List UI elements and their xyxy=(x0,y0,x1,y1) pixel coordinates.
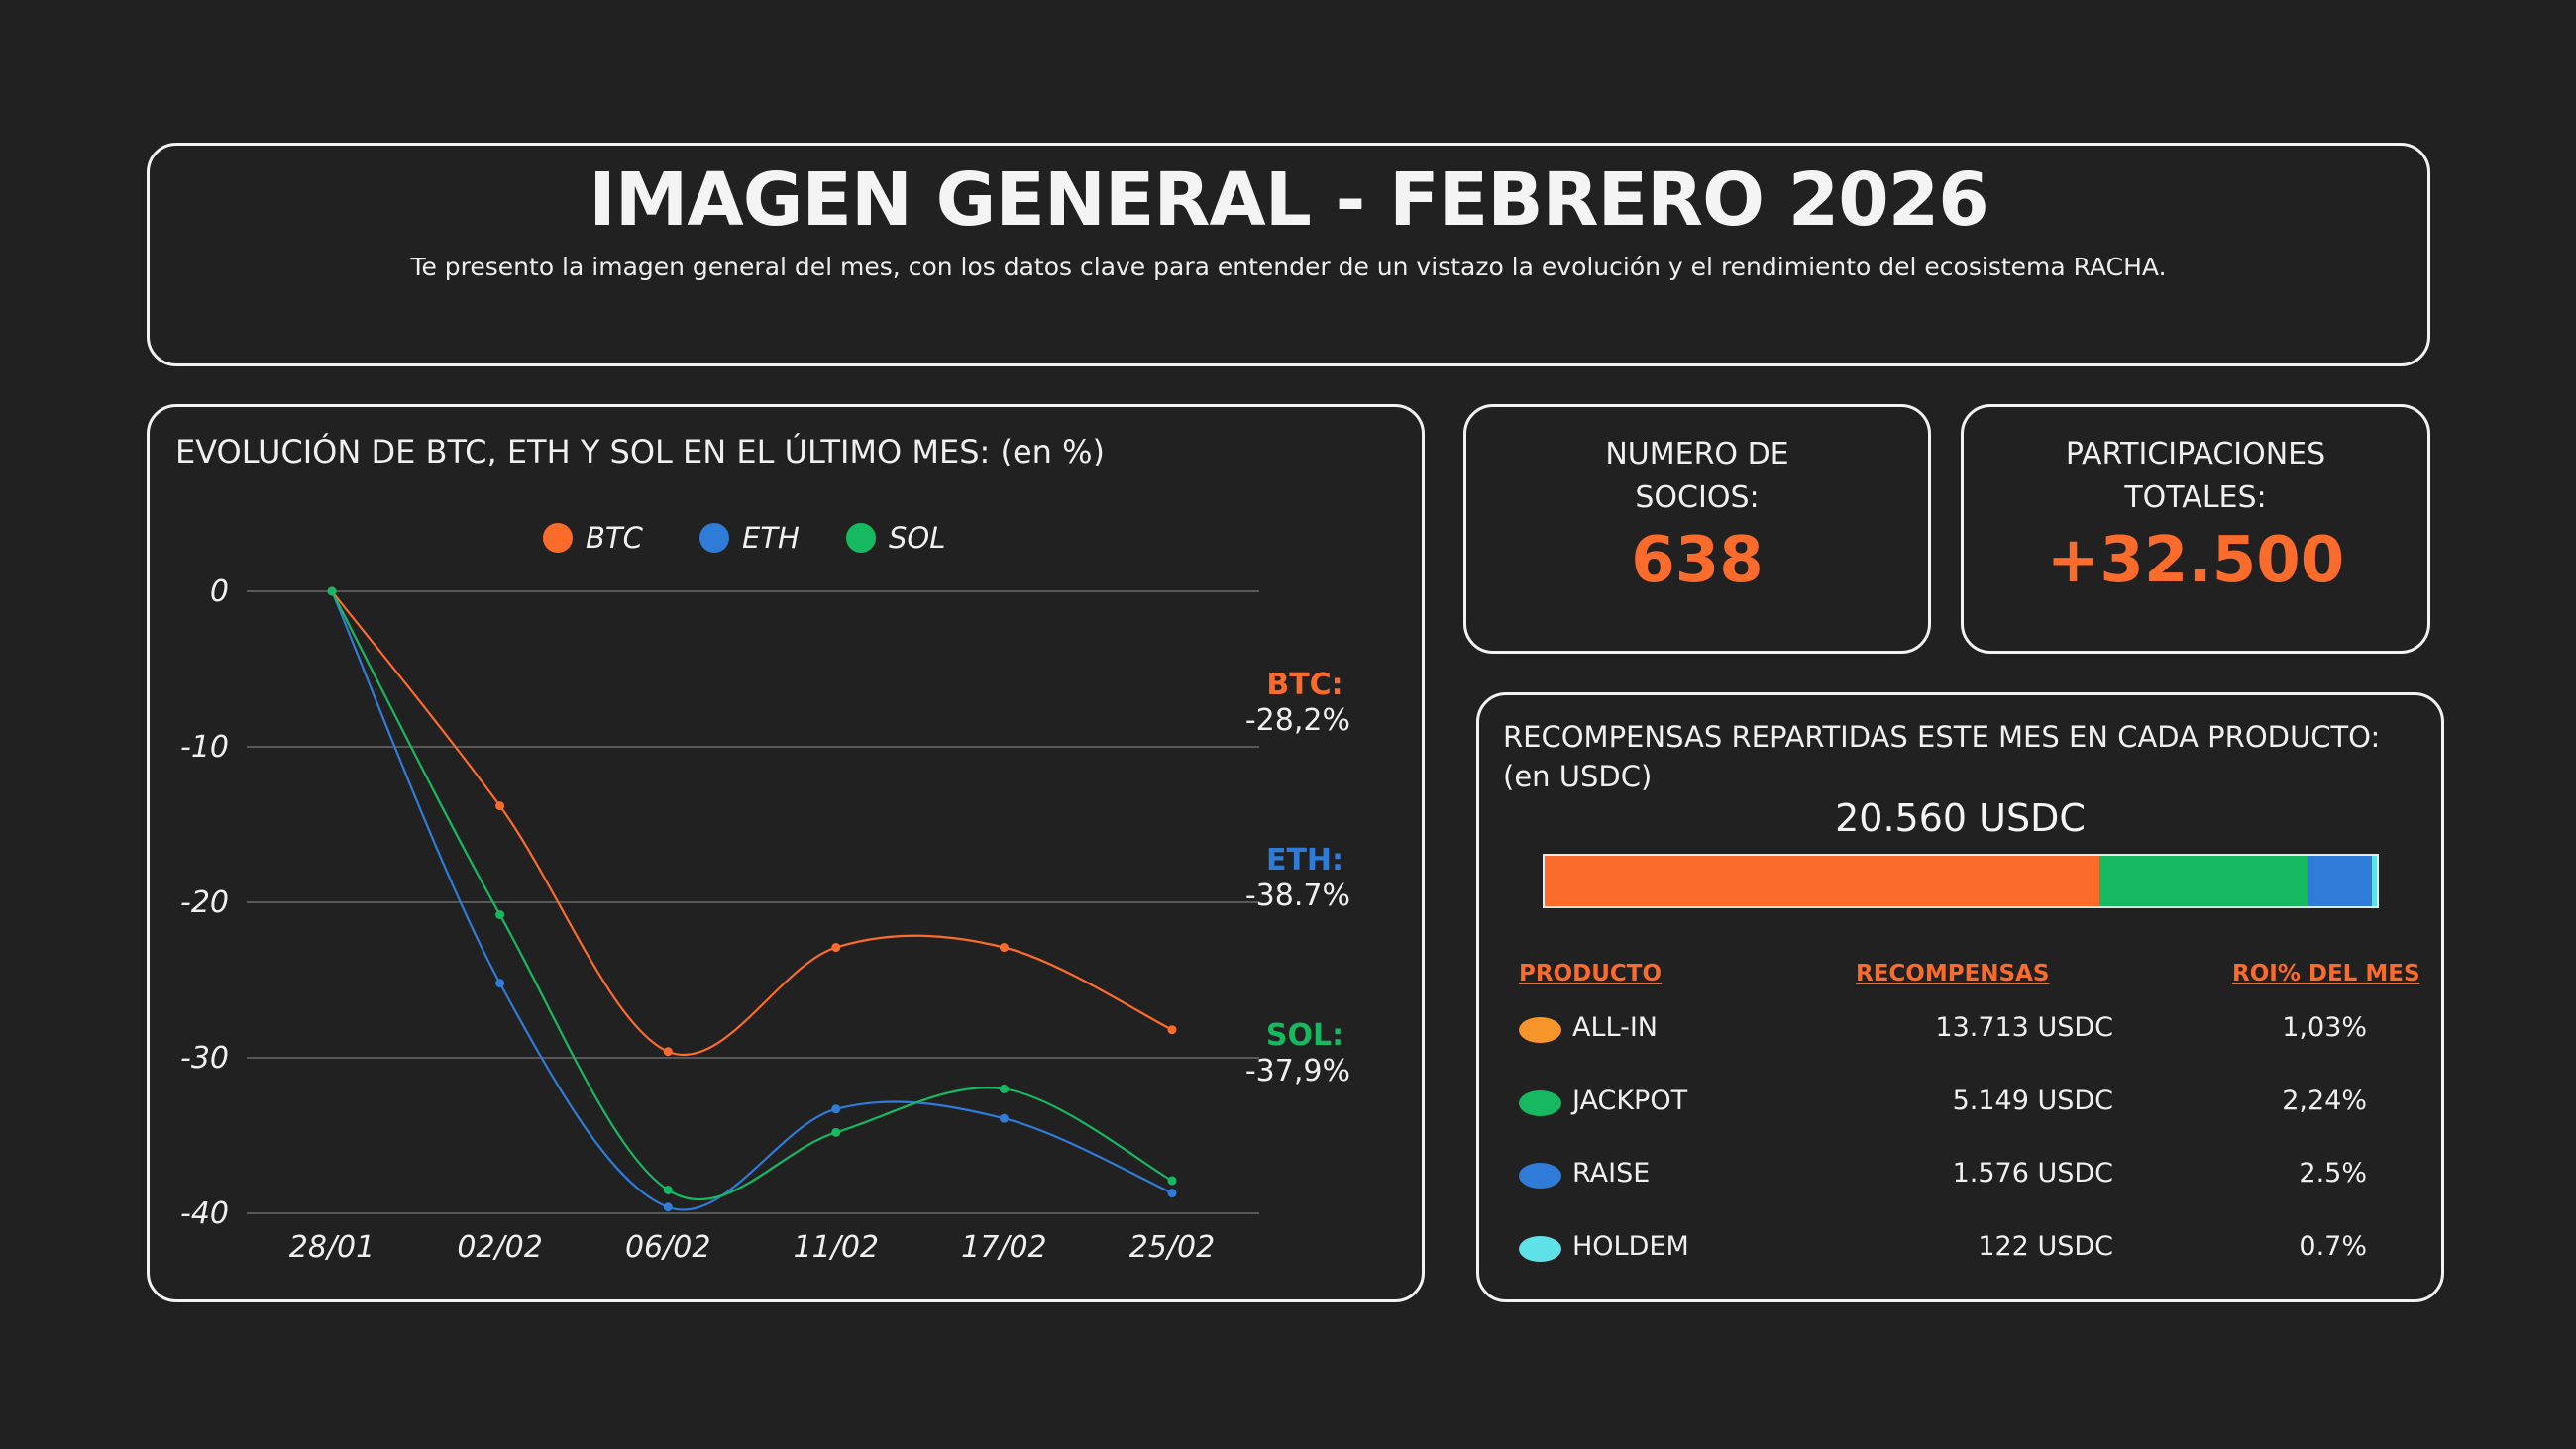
bar-segment-jackpot xyxy=(2099,856,2308,906)
table-row: JACKPOT 5.149 USDC 2,24% xyxy=(1479,1082,2441,1121)
legend-label-sol: SOL xyxy=(889,521,945,555)
product-roi: 2,24% xyxy=(2282,1086,2367,1116)
legend-label-eth: ETH xyxy=(742,521,800,555)
participations-value: +32.500 xyxy=(2046,524,2345,597)
page-title: IMAGEN GENERAL - FEBRERO 2026 xyxy=(589,157,1988,243)
x-tick-label: 02/02 xyxy=(457,1230,542,1265)
rewards-title: RECOMPENSAS REPARTIDAS ESTE MES EN CADA … xyxy=(1503,717,2380,796)
data-point-btc xyxy=(495,801,505,811)
legend-marker-eth xyxy=(699,523,729,553)
series-line-sol xyxy=(331,590,1173,1201)
y-tick-label: -40 xyxy=(180,1196,229,1231)
product-name: ALL-IN xyxy=(1572,1012,1658,1043)
product-roi: 2.5% xyxy=(2299,1158,2367,1189)
product-roi: 0.7% xyxy=(2299,1231,2367,1262)
final-label-value: -28,2% xyxy=(1245,703,1350,738)
table-row: HOLDEM 122 USDC 0.7% xyxy=(1479,1227,2441,1267)
participations-label: PARTICIPACIONES TOTALES: xyxy=(2065,437,2326,515)
data-point-eth xyxy=(663,1202,673,1212)
y-tick-label: -20 xyxy=(180,885,229,920)
final-label-name: SOL: xyxy=(1266,1018,1343,1053)
legend-marker-btc xyxy=(543,523,573,553)
product-color-dot xyxy=(1519,1017,1561,1043)
product-reward: 5.149 USDC xyxy=(1952,1086,2113,1116)
x-tick-label: 11/02 xyxy=(794,1230,879,1265)
column-header-roi: ROI% DEL MES xyxy=(2232,961,2420,986)
legend-label-btc: BTC xyxy=(586,521,644,555)
page-subtitle: Te presento la imagen general del mes, c… xyxy=(410,253,2167,281)
y-tick-label: 0 xyxy=(210,574,229,609)
column-header-rewards: RECOMPENSAS xyxy=(1856,961,2050,986)
members-card: NUMERO DE SOCIOS: 638 xyxy=(1463,404,1931,654)
data-point-btc xyxy=(1167,1025,1177,1035)
final-label-value: -38.7% xyxy=(1245,879,1350,913)
product-roi: 1,03% xyxy=(2282,1012,2367,1043)
data-point-eth xyxy=(1167,1189,1177,1198)
data-point-sol xyxy=(831,1127,841,1137)
y-tick-label: -10 xyxy=(180,730,229,765)
column-header-product: PRODUCTO xyxy=(1519,961,1663,986)
chart-card: EVOLUCIÓN DE BTC, ETH Y SOL EN EL ÚLTIMO… xyxy=(147,404,1425,1302)
rewards-card: RECOMPENSAS REPARTIDAS ESTE MES EN CADA … xyxy=(1476,692,2444,1302)
product-reward: 1.576 USDC xyxy=(1952,1158,2113,1189)
data-point-sol xyxy=(1167,1176,1177,1186)
rewards-title-line1: RECOMPENSAS REPARTIDAS ESTE MES EN CADA … xyxy=(1503,720,2381,754)
product-name: JACKPOT xyxy=(1572,1086,1688,1116)
y-tick-label: -30 xyxy=(180,1041,229,1076)
bar-segment-holdem xyxy=(2371,856,2377,906)
data-point-btc xyxy=(831,943,841,953)
final-label-value: -37,9% xyxy=(1245,1054,1350,1088)
x-tick-label: 17/02 xyxy=(961,1230,1046,1265)
data-point-eth xyxy=(999,1113,1009,1123)
product-reward: 122 USDC xyxy=(1978,1231,2113,1262)
members-value: 638 xyxy=(1631,524,1764,597)
participations-card: PARTICIPACIONES TOTALES: +32.500 xyxy=(1961,404,2430,654)
rewards-title-line2: (en USDC) xyxy=(1503,760,1653,793)
members-label: NUMERO DE SOCIOS: xyxy=(1605,437,1789,515)
bar-segment-all-in xyxy=(1545,856,2100,906)
header-card: IMAGEN GENERAL - FEBRERO 2026 Te present… xyxy=(147,143,2430,366)
product-color-dot xyxy=(1519,1236,1561,1262)
final-label-name: ETH: xyxy=(1266,843,1343,878)
bar-segment-raise xyxy=(2308,856,2372,906)
data-point-eth xyxy=(831,1104,841,1114)
data-point-sol xyxy=(999,1084,1009,1093)
data-point-sol xyxy=(663,1185,673,1194)
series-line-eth xyxy=(330,590,1173,1211)
product-reward: 13.713 USDC xyxy=(1935,1012,2113,1043)
table-row: ALL-IN 13.713 USDC 1,03% xyxy=(1479,1008,2441,1048)
x-tick-label: 28/01 xyxy=(289,1230,375,1265)
legend-marker-sol xyxy=(846,523,876,553)
table-row: RAISE 1.576 USDC 2.5% xyxy=(1479,1154,2441,1193)
product-name: HOLDEM xyxy=(1572,1231,1689,1262)
data-point-eth xyxy=(495,979,505,988)
product-color-dot xyxy=(1519,1163,1561,1189)
series-line-btc xyxy=(331,590,1173,1056)
line-chart: 0 -10 -20 -30 -40 28/01 02/02 06/02 11/02 17/02 25… xyxy=(180,521,1350,1265)
x-tick-label: 25/02 xyxy=(1129,1230,1215,1265)
data-point-sol xyxy=(327,586,337,596)
x-tick-label: 06/02 xyxy=(625,1230,710,1265)
rewards-stacked-bar xyxy=(1543,854,2379,908)
data-point-btc xyxy=(999,943,1009,953)
final-label-name: BTC: xyxy=(1266,668,1342,702)
data-point-sol xyxy=(495,910,505,920)
rewards-total: 20.560 USDC xyxy=(1835,796,2086,840)
data-point-btc xyxy=(663,1047,673,1057)
product-color-dot xyxy=(1519,1090,1561,1116)
product-name: RAISE xyxy=(1572,1158,1651,1189)
chart-title: EVOLUCIÓN DE BTC, ETH Y SOL EN EL ÚLTIMO… xyxy=(175,433,1105,470)
